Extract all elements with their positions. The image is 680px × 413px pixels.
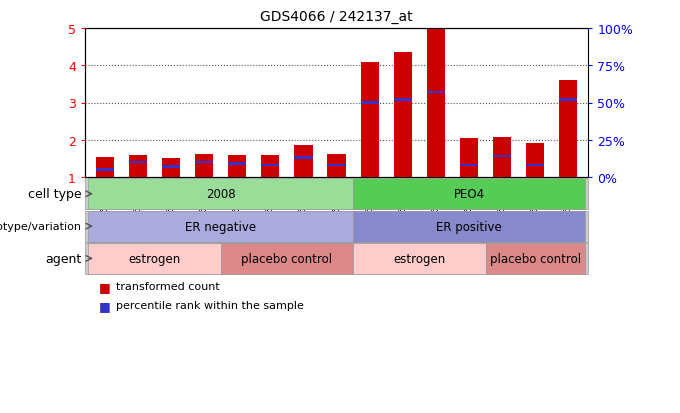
Text: estrogen: estrogen [393, 252, 445, 265]
Bar [460, 139, 478, 178]
Bar [228, 163, 246, 166]
Bar [129, 161, 147, 164]
Bar [294, 146, 313, 178]
Bar [328, 164, 345, 167]
Bar [195, 161, 214, 164]
Bar [162, 166, 180, 169]
Bar [96, 169, 114, 171]
Text: ■: ■ [99, 280, 110, 293]
Bar [427, 29, 445, 178]
Text: estrogen: estrogen [129, 252, 181, 265]
Bar [328, 154, 345, 178]
Text: 2008: 2008 [206, 188, 235, 201]
Text: placebo control: placebo control [241, 252, 333, 265]
Bar [162, 158, 180, 178]
Bar [559, 99, 577, 102]
Text: percentile rank within the sample: percentile rank within the sample [116, 300, 303, 310]
Bar [394, 99, 412, 102]
Bar [559, 81, 577, 178]
Text: ER positive: ER positive [436, 220, 502, 233]
Text: transformed count: transformed count [116, 281, 220, 291]
Bar [294, 157, 313, 159]
Bar [493, 138, 511, 178]
Bar [360, 102, 379, 104]
Bar [261, 164, 279, 167]
Text: agent: agent [46, 252, 82, 265]
Text: ■: ■ [99, 299, 110, 312]
Bar [261, 156, 279, 178]
Text: GDS4066 / 242137_at: GDS4066 / 242137_at [260, 10, 413, 24]
Text: genotype/variation: genotype/variation [0, 221, 82, 232]
Bar [195, 154, 214, 178]
Text: PEO4: PEO4 [454, 188, 485, 201]
Text: placebo control: placebo control [490, 252, 581, 265]
Bar [526, 144, 544, 178]
Text: cell type: cell type [28, 188, 82, 201]
Bar [427, 92, 445, 94]
Bar [526, 164, 544, 167]
Bar [96, 157, 114, 178]
Bar [460, 164, 478, 167]
Bar [228, 155, 246, 178]
Bar [360, 62, 379, 178]
Text: ER negative: ER negative [185, 220, 256, 233]
Bar [394, 53, 412, 178]
Bar [129, 155, 147, 178]
Bar [493, 155, 511, 158]
